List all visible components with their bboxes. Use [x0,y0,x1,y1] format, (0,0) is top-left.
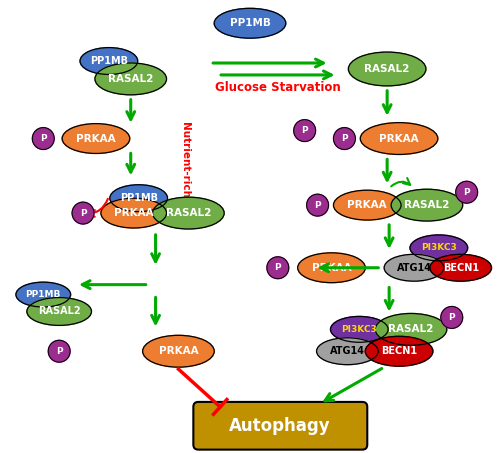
Text: PRKAA: PRKAA [312,263,352,273]
Text: P: P [274,263,281,272]
Text: PRKAA: PRKAA [348,200,387,210]
Text: P: P [302,126,308,135]
Ellipse shape [334,190,401,220]
Ellipse shape [214,8,286,38]
Text: PI3KC3: PI3KC3 [421,243,456,252]
Text: RASAL2: RASAL2 [166,208,211,218]
Ellipse shape [375,313,447,345]
Text: BECN1: BECN1 [442,263,479,273]
Text: P: P [40,134,46,143]
Ellipse shape [152,197,224,229]
Circle shape [306,194,328,216]
Text: RASAL2: RASAL2 [38,307,80,317]
Circle shape [334,128,355,149]
Circle shape [32,128,54,149]
Text: PP1MB: PP1MB [230,18,270,28]
Ellipse shape [348,52,426,86]
Ellipse shape [410,235,468,261]
Circle shape [456,181,477,203]
Text: P: P [341,134,347,143]
Circle shape [441,307,462,328]
Text: PP1MB: PP1MB [90,56,128,66]
Text: P: P [56,347,62,356]
Ellipse shape [101,198,166,228]
Text: ATG14: ATG14 [330,346,365,356]
Ellipse shape [16,282,70,307]
Text: Nutrient-rich: Nutrient-rich [180,122,190,198]
Ellipse shape [330,317,388,342]
Ellipse shape [316,338,378,365]
Ellipse shape [366,336,433,366]
Ellipse shape [110,185,168,212]
Text: P: P [314,201,321,210]
Text: PP1MB: PP1MB [26,290,61,299]
Text: PRKAA: PRKAA [158,346,198,356]
Text: RASAL2: RASAL2 [108,74,154,84]
Circle shape [72,202,94,224]
Ellipse shape [430,254,492,281]
Text: PRKAA: PRKAA [114,208,154,218]
Text: P: P [464,188,470,197]
Text: PI3KC3: PI3KC3 [342,325,377,334]
Text: RASAL2: RASAL2 [388,324,434,334]
Ellipse shape [298,253,366,283]
Text: RASAL2: RASAL2 [404,200,450,210]
Text: Autophagy: Autophagy [229,417,330,435]
Ellipse shape [27,298,92,325]
Text: RASAL2: RASAL2 [364,64,410,74]
Ellipse shape [360,123,438,154]
Ellipse shape [62,124,130,154]
Text: ATG14: ATG14 [396,263,432,273]
Ellipse shape [142,335,214,367]
FancyBboxPatch shape [194,402,368,450]
Ellipse shape [80,48,138,74]
Text: BECN1: BECN1 [381,346,417,356]
Ellipse shape [384,254,444,281]
FancyArrowPatch shape [88,199,108,217]
Text: P: P [448,313,455,322]
FancyArrowPatch shape [391,178,410,186]
Ellipse shape [95,63,166,95]
Text: P: P [80,208,86,217]
Text: PRKAA: PRKAA [380,134,419,144]
Text: PRKAA: PRKAA [76,134,116,144]
Circle shape [267,257,289,279]
Text: Glucose Starvation: Glucose Starvation [215,82,340,94]
Text: PP1MB: PP1MB [120,193,158,203]
Circle shape [48,340,70,362]
Circle shape [294,120,316,141]
Ellipse shape [391,189,462,221]
